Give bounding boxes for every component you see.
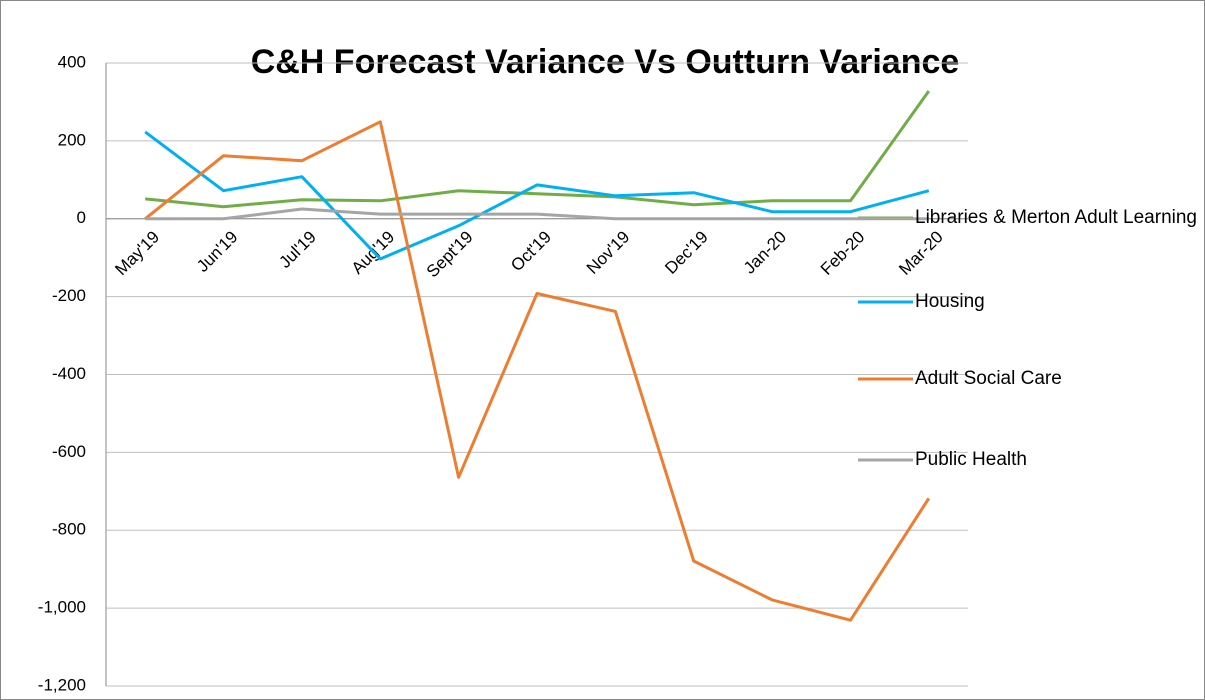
y-tick-label: 400	[58, 52, 86, 71]
chart-title: C&H Forecast Variance Vs Outturn Varianc…	[251, 43, 960, 81]
series-line	[145, 207, 929, 221]
y-tick-label: 0	[77, 208, 86, 227]
series-line	[144, 120, 931, 622]
legend-label: Libraries & Merton Adult Learning	[915, 207, 1197, 228]
series-line	[144, 130, 930, 261]
series-line	[145, 90, 931, 209]
y-tick-label: -1,000	[38, 598, 86, 617]
legend-label: Adult Social Care	[915, 368, 1062, 389]
y-tick-label: -800	[52, 520, 86, 539]
legend-label: Housing	[915, 291, 985, 312]
y-tick-label: -1,200	[38, 675, 86, 694]
y-tick-label: 200	[58, 130, 86, 149]
legend-label: Public Health	[915, 449, 1027, 470]
y-tick-label: -200	[52, 286, 86, 305]
y-tick-label: -600	[52, 442, 86, 461]
y-tick-label: -400	[52, 364, 86, 383]
